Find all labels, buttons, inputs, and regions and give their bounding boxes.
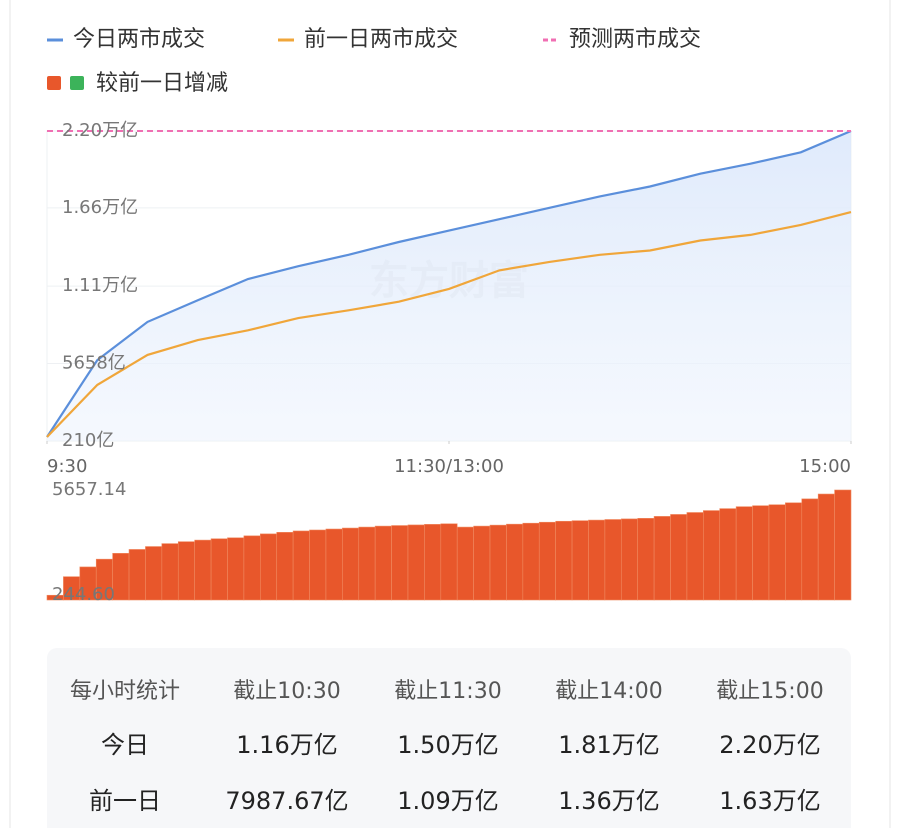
table-cell: 7987.67亿: [225, 787, 348, 815]
bar: [571, 520, 589, 601]
y-tick-label: 1.11万亿: [62, 275, 138, 296]
table-cell: 1.81万亿: [558, 731, 659, 759]
legend-label: 前一日两市成交: [304, 27, 458, 52]
bar: [538, 521, 556, 601]
table-header: 截止11:30: [394, 679, 501, 704]
x-tick-label: 15:00: [799, 456, 851, 477]
table-background: [47, 648, 851, 828]
bar: [407, 524, 425, 601]
series-line: [46, 211, 852, 438]
table-cell: 1.09万亿: [397, 787, 498, 815]
bar: [342, 527, 360, 601]
bar: [768, 504, 786, 601]
bar: [735, 506, 753, 601]
bar: [604, 519, 622, 601]
bar: [834, 489, 852, 601]
table-header: 截止14:00: [555, 679, 662, 704]
legend-swatch: [47, 76, 61, 90]
table-cell: 1.36万亿: [558, 787, 659, 815]
y-tick-label: 2.20万亿: [62, 120, 138, 141]
bar: [440, 523, 458, 601]
bar: [325, 528, 343, 601]
bar: [752, 505, 770, 601]
bar: [620, 518, 638, 601]
series-line: [46, 129, 852, 438]
bar: [112, 553, 130, 601]
y-tick-label: 244.60: [52, 584, 115, 605]
table-cell: 1.50万亿: [397, 731, 498, 759]
bar: [161, 543, 179, 601]
bar: [555, 520, 573, 601]
table-header: 截止15:00: [716, 679, 823, 704]
y-tick-label: 5658亿: [62, 352, 126, 373]
bar: [637, 518, 655, 601]
bar: [358, 526, 376, 601]
legend-label: 今日两市成交: [73, 27, 205, 52]
table-cell: 1.63万亿: [719, 787, 820, 815]
y-tick-label: 5657.14: [52, 479, 126, 500]
bar: [653, 516, 671, 601]
table-cell: 1.16万亿: [236, 731, 337, 759]
series-area: [47, 131, 851, 441]
legend-label: 预测两市成交: [569, 27, 701, 52]
bar: [719, 508, 737, 601]
legend-label: 较前一日增减: [96, 71, 228, 96]
bar: [703, 510, 721, 601]
x-tick-label: 9:30: [47, 456, 87, 477]
bar: [309, 529, 327, 601]
bar: [522, 522, 540, 601]
bar: [506, 523, 524, 601]
bar: [670, 514, 688, 601]
bar: [473, 525, 491, 601]
bar: [145, 546, 163, 601]
y-tick-label: 210亿: [62, 430, 114, 451]
bar: [686, 512, 704, 601]
bar: [391, 525, 409, 601]
table-cell: 2.20万亿: [719, 731, 820, 759]
bar: [243, 535, 261, 601]
table-header: 每小时统计: [70, 679, 180, 704]
x-tick-label: 11:30/13:00: [394, 456, 504, 477]
bar: [260, 533, 278, 601]
table-cell: 前一日: [89, 787, 161, 815]
bar: [292, 530, 310, 601]
bar: [177, 541, 195, 601]
bar: [194, 539, 212, 601]
bar: [489, 524, 507, 601]
y-tick-label: 1.66万亿: [62, 197, 138, 218]
bar: [128, 549, 146, 601]
table-header: 截止10:30: [233, 679, 340, 704]
table-cell: 今日: [101, 731, 149, 759]
bar: [785, 502, 803, 601]
bar: [588, 519, 606, 601]
bar: [227, 537, 245, 601]
legend-swatch: [70, 76, 84, 90]
bar: [456, 526, 474, 601]
bar: [424, 524, 442, 601]
bar: [210, 538, 228, 601]
bar: [374, 525, 392, 601]
bar: [817, 493, 835, 601]
bar: [276, 532, 294, 601]
bar: [801, 498, 819, 601]
